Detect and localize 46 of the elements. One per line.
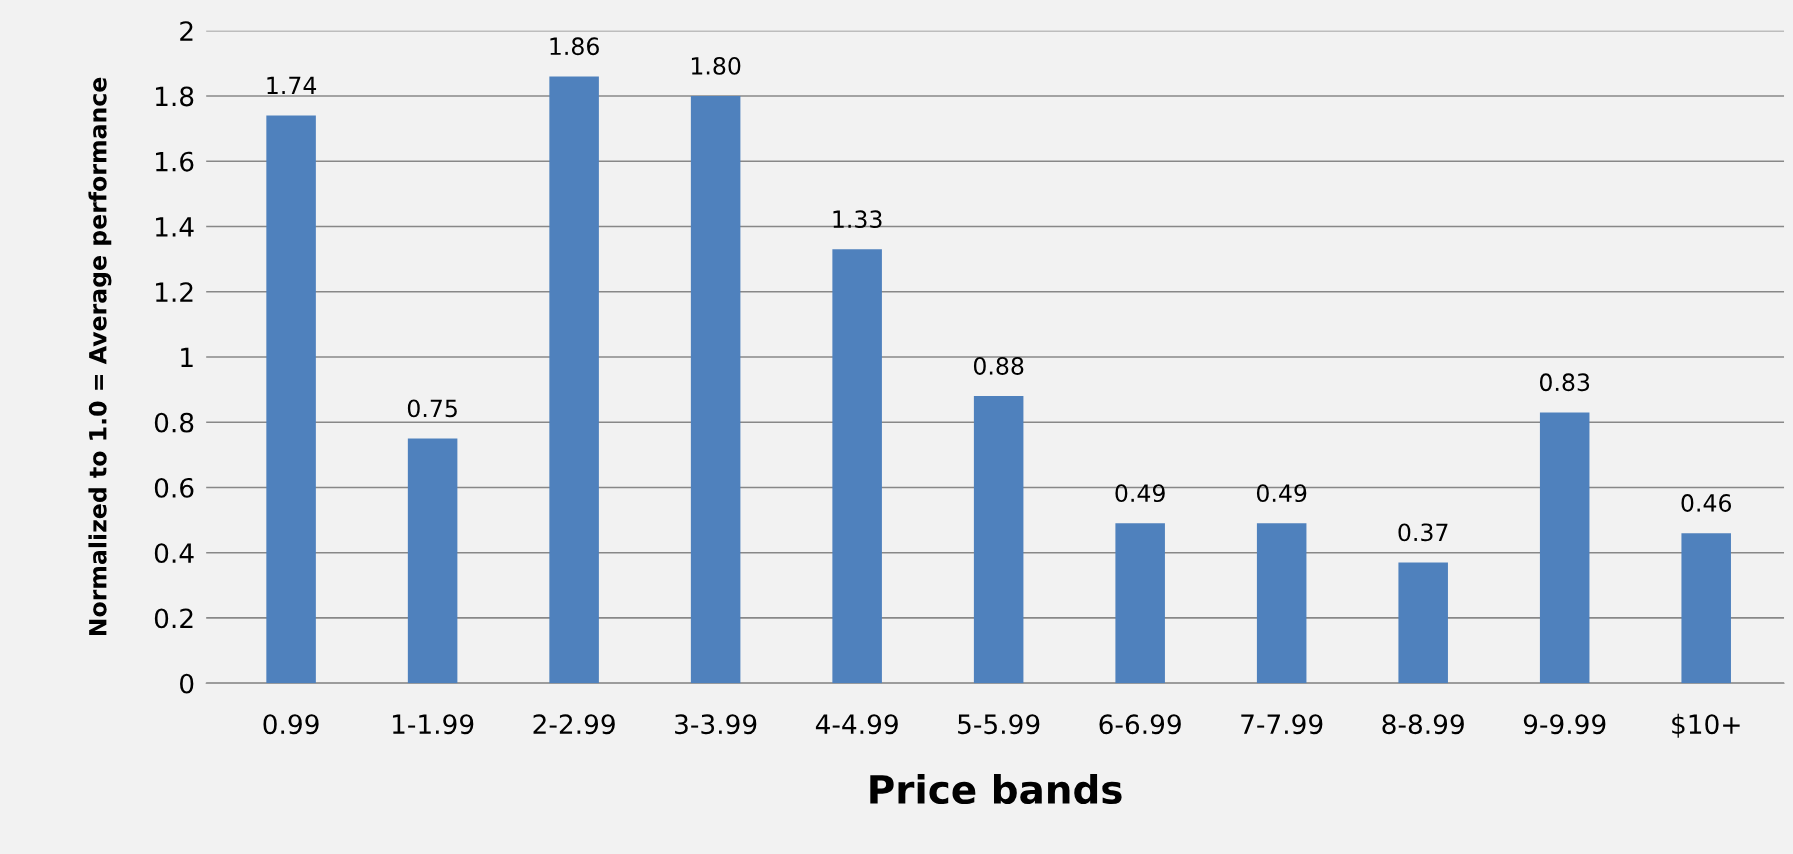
bar — [1256, 523, 1307, 684]
bar — [407, 438, 458, 684]
bar — [973, 396, 1024, 684]
y-tick-label: 1.6 — [156, 151, 194, 172]
y-tick-label: 0.2 — [154, 608, 193, 629]
x-tick-label: 2-2.99 — [533, 714, 615, 735]
y-tick-label: 2 — [180, 21, 193, 41]
data-label: 1.86 — [550, 37, 599, 56]
x-tick-label: 1-1.99 — [392, 714, 474, 735]
x-tick-label: 5-5.99 — [958, 714, 1040, 735]
x-tick-label: 9-9.99 — [1523, 714, 1606, 735]
y-tick-label: 0.4 — [154, 543, 194, 564]
x-tick-label: $10+ — [1672, 713, 1740, 738]
y-tick-label: 0.6 — [154, 477, 194, 498]
data-label: 0.49 — [1256, 484, 1307, 503]
bar — [549, 76, 599, 684]
y-axis-title: Normalized to 1.0 = Average performance — [88, 77, 112, 636]
data-label: 0.88 — [973, 357, 1024, 375]
y-tick-label: 0.8 — [154, 412, 194, 433]
x-tick-label: 6-6.99 — [1099, 714, 1181, 735]
bar — [266, 115, 316, 684]
y-tick-label: 1.2 — [156, 282, 193, 302]
x-tick-label: 7-7.99 — [1241, 714, 1323, 735]
y-tick-label: 1.8 — [156, 86, 194, 107]
x-axis-title: Price bands — [870, 774, 1122, 805]
y-tick-label: 0 — [180, 673, 194, 694]
x-tick-label: 8-8.99 — [1382, 714, 1464, 735]
data-label: 1.80 — [691, 56, 741, 75]
y-tick-label: 1.4 — [156, 217, 194, 237]
data-label: 1.74 — [267, 76, 317, 94]
bar — [1115, 523, 1165, 684]
data-label: 0.75 — [407, 399, 457, 418]
bar — [832, 249, 882, 684]
y-tick-label: 1 — [181, 347, 193, 367]
bar — [1398, 562, 1448, 684]
data-label: 0.46 — [1681, 494, 1731, 512]
data-label: 1.33 — [833, 210, 882, 229]
bar — [1539, 412, 1590, 684]
bar — [690, 95, 741, 684]
data-label: 0.49 — [1115, 484, 1165, 503]
x-tick-label: 4-4.99 — [815, 714, 898, 735]
bar — [1681, 533, 1731, 684]
data-label: 0.83 — [1539, 373, 1590, 392]
x-tick-label: 3-3.99 — [675, 714, 757, 735]
x-tick-label: 0.99 — [263, 714, 319, 735]
data-label: 0.37 — [1398, 523, 1448, 542]
